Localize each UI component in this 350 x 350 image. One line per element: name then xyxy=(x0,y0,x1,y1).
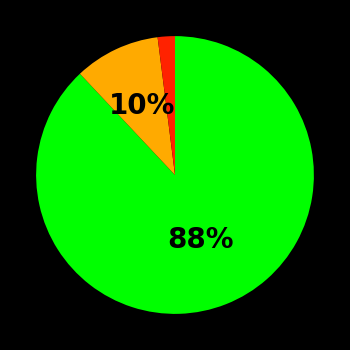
Wedge shape xyxy=(80,37,175,175)
Text: 88%: 88% xyxy=(167,225,234,253)
Wedge shape xyxy=(158,36,175,175)
Wedge shape xyxy=(36,36,314,314)
Text: 10%: 10% xyxy=(109,92,176,120)
